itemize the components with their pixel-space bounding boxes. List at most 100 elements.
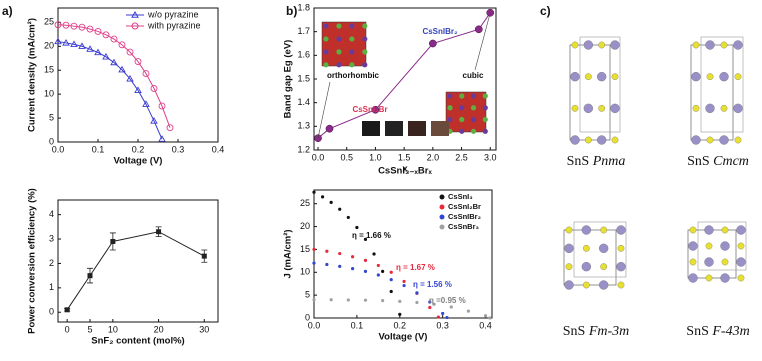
annotation: CsSnIBr₂: [422, 27, 458, 36]
formula: SnS: [563, 324, 586, 339]
inset-atom: [336, 23, 342, 29]
y-tick-label: 20: [44, 41, 54, 51]
marker: [415, 300, 419, 305]
panel-label: c): [540, 4, 551, 18]
marker: [483, 314, 488, 318]
unit-cell: [700, 36, 744, 133]
legend-label: CsSnIBr₂: [448, 212, 481, 221]
atom: [583, 103, 593, 113]
atom: [692, 104, 700, 112]
marker: [346, 298, 350, 302]
marker: [126, 74, 134, 82]
marker: [428, 39, 437, 48]
sample-photo: [431, 121, 449, 136]
marker: [70, 22, 78, 30]
inset-atom: [323, 49, 329, 55]
x-tick-label: 0.1: [351, 320, 364, 330]
atom: [611, 73, 619, 81]
structure-caption: SnS F-43m: [686, 324, 749, 339]
inset-atom: [482, 128, 488, 134]
plot-frame: [313, 189, 493, 319]
legend-marker: [439, 214, 445, 220]
atom: [689, 258, 697, 266]
marker: [110, 58, 118, 66]
marker: [351, 255, 355, 259]
marker: [150, 117, 158, 124]
marker: [363, 258, 368, 262]
x-tick-label: 0.2: [132, 144, 145, 154]
inset-atom: [447, 105, 453, 111]
marker: [389, 289, 393, 294]
marker: [381, 269, 385, 273]
atom: [581, 225, 591, 235]
atom: [705, 274, 713, 282]
y-tick-label: 0: [49, 307, 54, 317]
y-tick-label: 0: [49, 136, 54, 146]
marker: [166, 124, 174, 132]
atom: [582, 244, 590, 252]
x-tick-label: 0.4: [479, 320, 492, 330]
space-group: F-43m: [711, 324, 749, 339]
marker: [201, 253, 207, 259]
atom: [599, 280, 609, 290]
marker: [78, 42, 86, 49]
marker: [118, 41, 126, 49]
marker: [87, 273, 93, 279]
marker: [102, 52, 110, 60]
legend-marker: [439, 194, 445, 200]
space-group: Pnma: [592, 154, 626, 169]
atom: [734, 136, 742, 144]
atom: [692, 41, 700, 49]
marker: [389, 270, 393, 274]
inset-atom: [447, 116, 453, 123]
inset-atom: [459, 93, 465, 99]
atom: [734, 73, 742, 81]
marker: [402, 283, 406, 288]
legend-marker: [439, 194, 445, 200]
legend-label: CsSnI₂Br: [448, 202, 481, 211]
marker: [389, 278, 393, 282]
legend-marker: [439, 204, 445, 210]
marker: [102, 31, 110, 39]
marker: [381, 299, 385, 303]
marker: [94, 48, 102, 56]
atom: [571, 41, 579, 49]
atom: [704, 257, 714, 267]
legend-marker: [439, 224, 445, 230]
y-tick-label: 1.7: [297, 26, 310, 36]
x-tick-label: 0.3: [172, 144, 185, 154]
x-tick-label: 30: [199, 324, 209, 334]
inset-atom: [349, 49, 355, 55]
legend-label: w/o pyrazine: [147, 9, 199, 19]
annotation: orthorhombic: [327, 71, 380, 80]
marker: [64, 307, 70, 313]
marker: [402, 279, 406, 284]
y-tick-label: 20: [300, 221, 310, 231]
legend-marker: [439, 214, 445, 220]
inset-atom: [470, 105, 477, 111]
x-tick-label: 5: [87, 324, 92, 334]
annotation: η =0.95 %: [429, 296, 466, 305]
marker: [346, 215, 350, 220]
inset-atom: [470, 128, 477, 134]
atom: [720, 41, 728, 49]
inset-atom: [447, 93, 453, 99]
atom: [721, 226, 729, 234]
atom: [733, 40, 743, 50]
marker: [432, 302, 436, 306]
panel-label: a): [2, 4, 13, 18]
structure-caption: SnS Pnma: [567, 154, 626, 169]
annotation: CsSnI₃₋ₓBrₓ: [378, 166, 432, 177]
annotation: η = 1.56 %: [413, 280, 452, 289]
x-axis-label: SnF₂ content (mol%): [91, 336, 184, 347]
marker: [428, 300, 432, 304]
inset-atom: [323, 36, 329, 42]
marker: [110, 35, 118, 43]
marker: [445, 315, 449, 320]
y-axis-label: Power conversion efficiency (%): [27, 188, 38, 334]
marker: [398, 299, 402, 303]
atom: [564, 280, 574, 290]
marker: [126, 48, 134, 56]
y-tick-label: 10: [300, 267, 310, 277]
